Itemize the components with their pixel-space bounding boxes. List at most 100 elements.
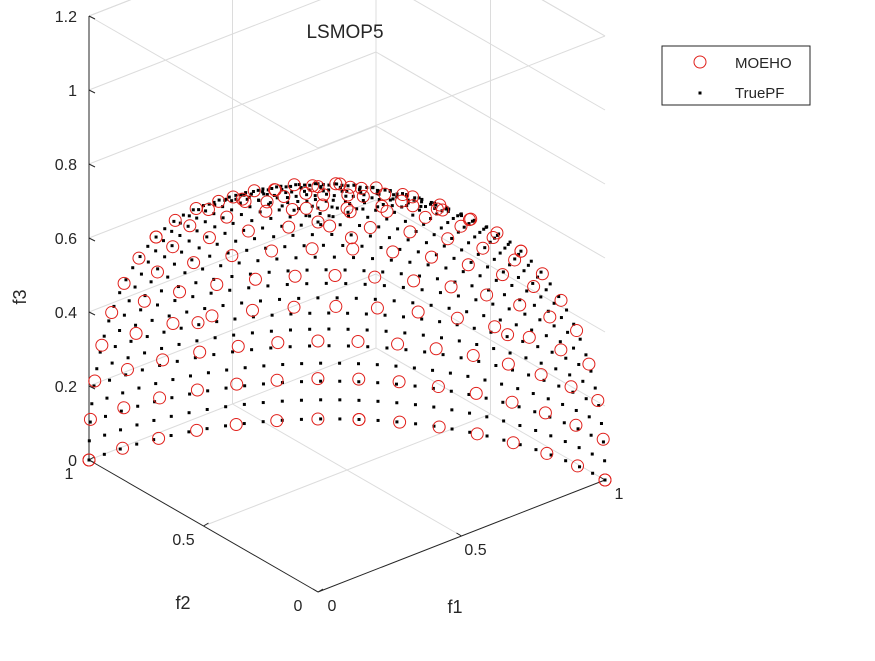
box-edge xyxy=(317,35,606,149)
truepf-point xyxy=(417,196,421,200)
z-tick xyxy=(88,89,96,94)
truepf-point xyxy=(195,339,199,343)
z-tick xyxy=(88,237,96,242)
truepf-point xyxy=(288,345,292,349)
moeho-point xyxy=(299,201,313,215)
truepf-point xyxy=(534,428,538,432)
truepf-point xyxy=(154,249,158,253)
truepf-point xyxy=(338,417,342,421)
y-tick-label: 1 xyxy=(65,466,74,483)
moeho-point xyxy=(173,285,187,299)
truepf-point xyxy=(525,289,529,293)
truepf-point xyxy=(472,326,476,330)
truepf-point xyxy=(279,184,283,188)
moeho-point xyxy=(153,391,167,405)
truepf-point xyxy=(156,267,160,271)
truepf-point xyxy=(234,193,238,197)
truepf-point xyxy=(187,430,191,434)
truepf-point xyxy=(346,214,350,218)
truepf-point xyxy=(278,297,282,301)
truepf-point xyxy=(170,229,174,233)
truepf-point xyxy=(188,374,192,378)
truepf-point xyxy=(209,291,213,295)
truepf-point xyxy=(118,291,122,295)
truepf-point xyxy=(401,315,405,319)
truepf-point xyxy=(363,282,367,286)
moeho-point xyxy=(508,253,522,267)
truepf-point xyxy=(161,239,165,243)
moeho-point xyxy=(433,198,447,212)
truepf-point xyxy=(486,265,490,269)
moeho-point xyxy=(486,231,500,245)
truepf-point xyxy=(500,382,504,386)
truepf-point xyxy=(234,239,238,243)
moeho-point xyxy=(105,306,119,320)
truepf-point xyxy=(431,386,435,390)
truepf-point xyxy=(513,257,517,261)
truepf-point xyxy=(166,275,170,279)
truepf-point xyxy=(435,277,439,281)
truepf-point xyxy=(327,327,331,331)
moeho-point xyxy=(462,213,476,227)
truepf-point xyxy=(418,208,422,212)
truepf-point xyxy=(205,427,209,431)
moeho-point xyxy=(88,374,102,388)
moeho-point xyxy=(403,225,417,239)
truepf-point xyxy=(346,327,350,331)
truepf-point xyxy=(484,225,488,229)
truepf-point xyxy=(221,216,225,220)
moeho-point xyxy=(265,244,279,258)
truepf-point xyxy=(319,223,323,227)
truepf-point xyxy=(284,191,288,195)
truepf-point xyxy=(411,213,415,217)
truepf-point xyxy=(529,259,533,263)
truepf-point xyxy=(327,214,331,218)
truepf-point xyxy=(401,285,405,289)
truepf-point xyxy=(119,409,123,413)
moeho-point xyxy=(540,446,554,460)
truepf-point xyxy=(319,417,323,421)
truepf-point xyxy=(201,267,205,271)
truepf-point xyxy=(256,259,260,263)
truepf-point xyxy=(494,278,498,282)
truepf-point xyxy=(523,312,527,316)
truepf-point xyxy=(389,258,393,262)
moeho-point xyxy=(190,423,204,437)
truepf-point xyxy=(506,242,510,246)
moeho-point xyxy=(470,427,484,441)
truepf-point xyxy=(429,200,433,204)
truepf-point xyxy=(449,389,453,393)
truepf-point xyxy=(310,233,314,237)
truepf-point xyxy=(118,447,122,451)
moeho-point xyxy=(596,432,610,446)
truepf-point xyxy=(518,443,522,447)
truepf-point xyxy=(381,270,385,274)
truepf-point xyxy=(285,283,289,287)
truepf-point xyxy=(139,272,143,276)
moeho-point xyxy=(396,188,410,202)
truepf-point xyxy=(145,335,149,339)
truepf-point xyxy=(327,188,331,192)
truepf-point xyxy=(478,274,482,278)
y-tick xyxy=(203,522,209,527)
truepf-point xyxy=(498,251,502,255)
truepf-point xyxy=(171,378,175,382)
z-tick-label: 0.6 xyxy=(55,231,77,248)
moeho-point xyxy=(454,219,468,233)
truepf-point xyxy=(434,203,438,207)
truepf-point xyxy=(572,322,576,326)
truepf-point xyxy=(203,307,207,311)
truepf-point xyxy=(213,225,217,229)
moeho-point xyxy=(375,199,389,213)
truepf-point xyxy=(190,258,194,262)
truepf-point xyxy=(447,306,451,310)
truepf-point xyxy=(248,272,252,276)
moeho-point xyxy=(230,377,244,391)
truepf-point xyxy=(338,361,342,365)
truepf-point xyxy=(483,378,487,382)
grid-line xyxy=(88,125,377,239)
truepf-point xyxy=(564,459,568,463)
truepf-point xyxy=(530,328,534,332)
moeho-point xyxy=(248,272,262,286)
truepf-point xyxy=(228,288,232,292)
